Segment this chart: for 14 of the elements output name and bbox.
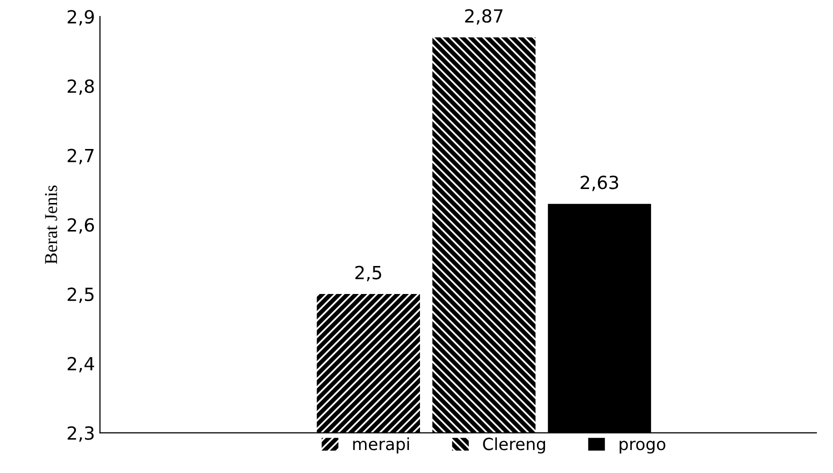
legend-label: progo xyxy=(620,440,666,454)
legend-label: Clereng xyxy=(483,437,546,454)
data-label: 2,5 xyxy=(355,266,382,282)
y-tick-label: 2,9 xyxy=(68,10,94,26)
y-axis-title: Berat Jenis xyxy=(45,185,58,264)
y-tick-label: 2,3 xyxy=(68,426,94,442)
y-tick-label: 2,8 xyxy=(68,79,94,95)
legend-label: merapi xyxy=(353,437,409,454)
y-tick-label: 2,4 xyxy=(68,356,94,372)
y-tick-label: 2,5 xyxy=(68,288,94,304)
data-label: 2,63 xyxy=(580,176,618,192)
y-tick-label: 2,7 xyxy=(68,148,94,164)
y-tick-label: 2,6 xyxy=(68,218,94,234)
data-label: 2,87 xyxy=(465,9,502,25)
